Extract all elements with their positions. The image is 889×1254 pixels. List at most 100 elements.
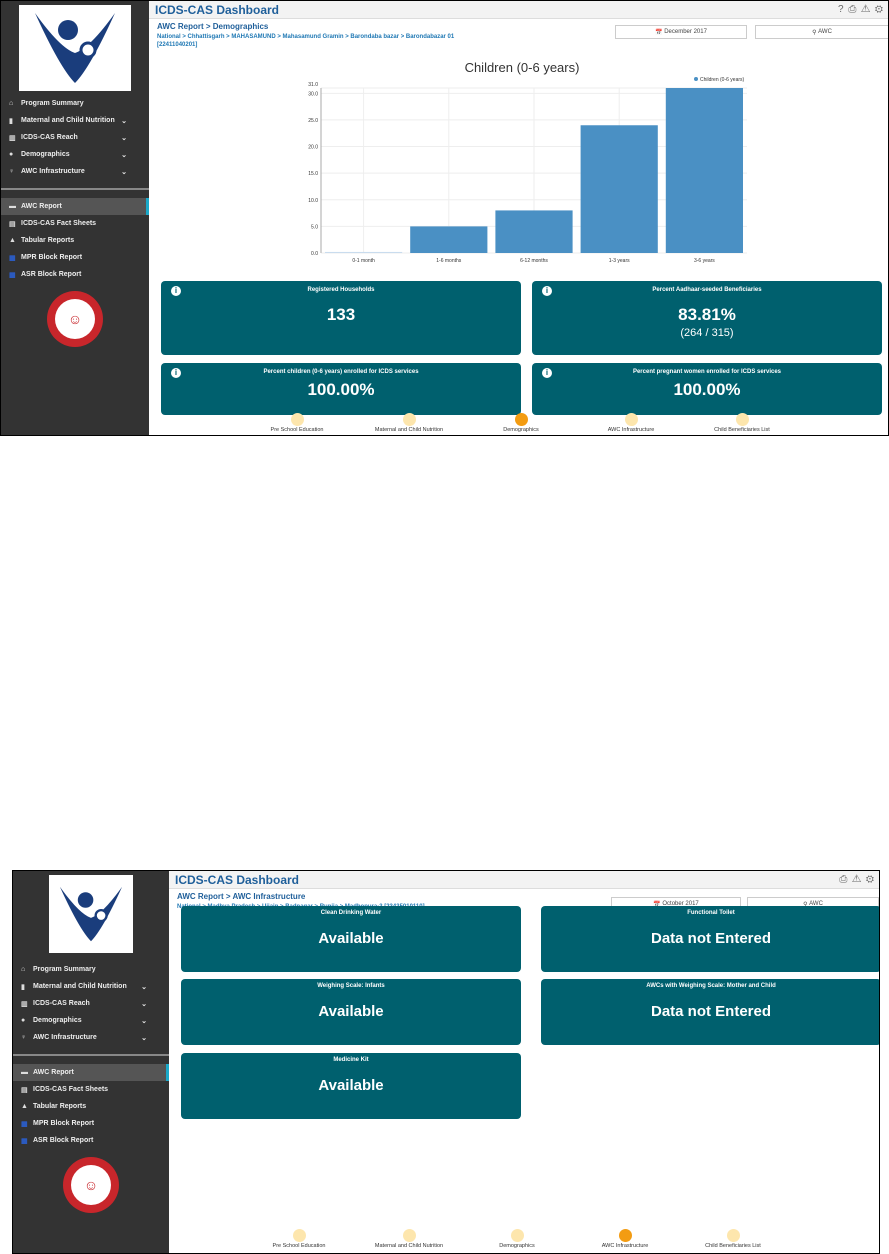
- page-title: AWC Report > AWC Infrastructure: [177, 892, 306, 901]
- bar[interactable]: [580, 125, 658, 253]
- legend-label[interactable]: Children (0-6 years): [700, 77, 745, 83]
- sidebar-item-maternal-child-nutrition[interactable]: ▮ Maternal and Child Nutrition ⌄: [13, 978, 169, 995]
- info-icon[interactable]: i: [171, 368, 181, 378]
- metric-card: i Registered Households 133: [161, 281, 521, 355]
- chevron-down-icon: ⌄: [121, 151, 127, 159]
- month-value: October 2017: [662, 901, 699, 907]
- sidebar-item-tabular-reports[interactable]: ▲ Tabular Reports: [13, 1098, 169, 1115]
- location-path[interactable]: National > Chhattisgarh > MAHASAMUND > M…: [157, 34, 455, 48]
- sidebar-item-icds-cas-reach[interactable]: ▥ ICDS-CAS Reach ⌄: [1, 129, 149, 146]
- section-nav-item[interactable]: AWC Infrastructure: [580, 1229, 670, 1249]
- sidebar-item-asr-block-report[interactable]: ▦ ASR Block Report: [13, 1132, 169, 1149]
- alert-icon[interactable]: ⚠: [861, 4, 872, 15]
- info-icon[interactable]: i: [171, 286, 181, 296]
- sidebar-item-demographics[interactable]: ● Demographics ⌄: [1, 146, 149, 163]
- info-icon[interactable]: i: [542, 368, 552, 378]
- help-icon[interactable]: ?: [838, 4, 845, 15]
- x-tick-label: 3-6 years: [694, 258, 715, 264]
- section-nav-item[interactable]: AWC Infrastructure: [586, 413, 676, 433]
- infrastructure-card: Functional Toilet Data not Entered: [541, 906, 879, 972]
- nav-dot-icon: [618, 1229, 632, 1242]
- label: ASR Block Report: [33, 1137, 94, 1144]
- sidebar-nav: ⌂ Program Summary ▮ Maternal and Child Nut…: [13, 957, 169, 1149]
- section-nav-item[interactable]: Maternal and Child Nutrition: [364, 413, 454, 433]
- bar[interactable]: [410, 226, 488, 253]
- gear-icon[interactable]: ⚙: [865, 874, 875, 885]
- sidebar-item-awc-report[interactable]: ▬ AWC Report: [1, 198, 149, 215]
- sidebar-item-program-summary[interactable]: ⌂ Program Summary: [1, 95, 149, 112]
- bulb-icon: ♀: [9, 168, 15, 175]
- card-title: Clean Drinking Water: [320, 910, 382, 916]
- card-value: Available: [318, 930, 384, 947]
- metric-card: i Percent children (0-6 years) enrolled f…: [161, 363, 521, 415]
- label: Tabular Reports: [21, 237, 75, 244]
- child-icon: ▮: [9, 117, 13, 125]
- bar-chart-icon: ▥: [21, 1000, 28, 1008]
- card-value: 83.81%: [678, 305, 736, 324]
- section-nav-item[interactable]: Child Beneficiaries List: [697, 413, 787, 433]
- card-title: Registered Households: [307, 287, 375, 293]
- print-icon[interactable]: ⎙: [839, 874, 849, 885]
- month-selector[interactable]: 📅 December 2017: [615, 25, 747, 39]
- section-nav-item[interactable]: Pre School Education: [252, 413, 342, 433]
- sidebar-item-awc-report[interactable]: ▬ AWC Report: [13, 1064, 169, 1081]
- sidebar-nav: ⌂ Program Summary ▮ Maternal and Child Nut…: [1, 95, 149, 283]
- sidebar-item-maternal-child-nutrition[interactable]: ▮ Maternal and Child Nutrition ⌄: [1, 112, 149, 129]
- sidebar-item-program-summary[interactable]: ⌂ Program Summary: [13, 961, 169, 978]
- nav-label: AWC Infrastructure: [607, 427, 655, 433]
- bulb-icon: ♀: [21, 1034, 27, 1041]
- beti-bachao-seal: ☺: [63, 1157, 119, 1213]
- sidebar-item-icds-cas-reach[interactable]: ▥ ICDS-CAS Reach ⌄: [13, 995, 169, 1012]
- section-nav-item[interactable]: Demographics: [472, 1229, 562, 1249]
- sidebar-item-fact-sheets[interactable]: ▤ ICDS-CAS Fact Sheets: [13, 1081, 169, 1098]
- file-icon: ▤: [21, 1086, 28, 1094]
- card-value: Available: [318, 1077, 384, 1094]
- sidebar-item-awc-infrastructure[interactable]: ♀ AWC Infrastructure ⌄: [1, 163, 149, 180]
- location-value: AWC: [809, 901, 823, 907]
- grid-icon: ▦: [21, 1137, 28, 1145]
- label: Tabular Reports: [33, 1103, 87, 1110]
- user-icon: ▲: [21, 1103, 28, 1110]
- x-tick-label: 0-1 month: [352, 258, 375, 264]
- nav-dot-icon: [402, 1229, 416, 1242]
- label: Maternal and Child Nutrition: [21, 117, 115, 124]
- chevron-down-icon: ⌄: [141, 1017, 147, 1025]
- info-icon[interactable]: i: [542, 286, 552, 296]
- nav-label: Pre School Education: [272, 1243, 326, 1249]
- gear-icon[interactable]: ⚙: [874, 4, 884, 15]
- y-tick-label: 15.0: [308, 171, 318, 177]
- location-selector[interactable]: ⚲ AWC: [755, 25, 888, 39]
- sidebar-item-asr-block-report[interactable]: ▦ ASR Block Report: [1, 266, 149, 283]
- users-icon: ●: [21, 1017, 26, 1024]
- card-value: Data not Entered: [650, 930, 771, 947]
- y-tick-label: 10.0: [308, 198, 318, 204]
- bar-chart: Children (0-6 years) Children (0-6 years)…: [308, 60, 747, 264]
- nav-dot-icon: [624, 413, 638, 426]
- card-title: Functional Toilet: [687, 910, 735, 916]
- location-value: AWC: [818, 29, 832, 35]
- file-icon: ▤: [9, 220, 16, 228]
- bar[interactable]: [665, 88, 743, 253]
- chevron-down-icon: ⌄: [121, 168, 127, 176]
- bar[interactable]: [495, 210, 573, 253]
- section-nav-item[interactable]: Pre School Education: [254, 1229, 344, 1249]
- nav-label: Maternal and Child Nutrition: [374, 1243, 444, 1249]
- section-nav-item[interactable]: Demographics: [476, 413, 566, 433]
- screenshot-awc-infrastructure: ⌂ Program Summary ▮ Maternal and Child Nut…: [12, 870, 880, 1254]
- print-icon[interactable]: ⎙: [848, 4, 858, 15]
- card-title: Weighing Scale: Infants: [317, 983, 385, 989]
- section-nav-item[interactable]: Maternal and Child Nutrition: [364, 1229, 454, 1249]
- section-nav-item[interactable]: Child Beneficiaries List: [688, 1229, 778, 1249]
- chevron-down-icon: ⌄: [141, 1034, 147, 1042]
- bar[interactable]: [325, 251, 403, 253]
- sidebar-item-mpr-block-report[interactable]: ▦ MPR Block Report: [13, 1115, 169, 1132]
- sidebar-item-demographics[interactable]: ● Demographics ⌄: [13, 1012, 169, 1029]
- sidebar-item-fact-sheets[interactable]: ▤ ICDS-CAS Fact Sheets: [1, 215, 149, 232]
- nav-label: Maternal and Child Nutrition: [374, 427, 444, 433]
- sidebar-item-mpr-block-report[interactable]: ▦ MPR Block Report: [1, 249, 149, 266]
- sidebar: ⌂ Program Summary ▮ Maternal and Child Nut…: [13, 871, 169, 1253]
- sidebar-item-awc-infrastructure[interactable]: ♀ AWC Infrastructure ⌄: [13, 1029, 169, 1046]
- sidebar-item-tabular-reports[interactable]: ▲ Tabular Reports: [1, 232, 149, 249]
- home-icon: ⌂: [9, 100, 14, 107]
- alert-icon[interactable]: ⚠: [852, 874, 863, 885]
